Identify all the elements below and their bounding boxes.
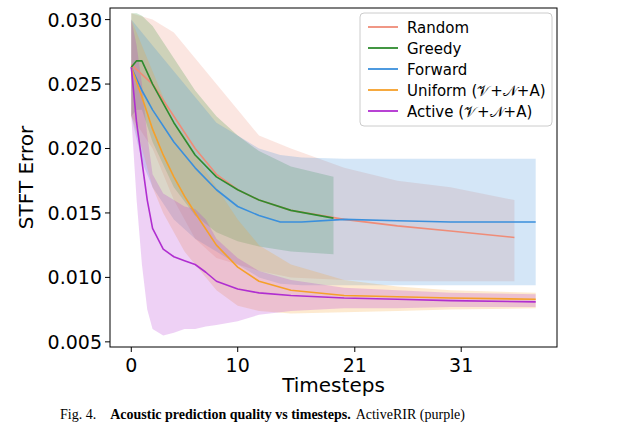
x-tick	[461, 347, 462, 352]
series-line	[131, 67, 535, 299]
legend-label: Uniform (𝒱+𝒩+A)	[407, 82, 546, 100]
y-tick	[105, 148, 110, 149]
x-tick-label: 31	[449, 354, 473, 376]
y-tick-label: 0.010	[48, 266, 102, 288]
x-tick-label: 0	[125, 354, 137, 376]
x-tick	[237, 347, 238, 352]
chart: 0.0050.0100.0150.0200.0250.0300102131Tim…	[0, 0, 640, 425]
y-tick-label: 0.015	[48, 202, 102, 224]
series-line	[131, 67, 535, 302]
caption-label: Fig. 4.	[60, 407, 96, 422]
y-tick	[105, 212, 110, 213]
x-tick	[131, 347, 132, 352]
y-tick-label: 0.025	[48, 73, 102, 95]
y-axis-label: STFT Error	[14, 125, 38, 229]
y-tick	[105, 341, 110, 342]
legend-box	[360, 13, 552, 126]
y-tick	[105, 277, 110, 278]
y-tick	[105, 84, 110, 85]
series-line	[131, 61, 333, 218]
y-tick-label: 0.020	[48, 137, 102, 159]
x-tick	[354, 347, 355, 352]
x-tick-label: 10	[226, 354, 250, 376]
caption: Fig. 4. Acoustic prediction quality vs ti…	[60, 407, 465, 423]
legend: Random Greedy Forward Uniform (𝒱+𝒩+A) Active…	[360, 13, 552, 126]
legend-label: Active (𝒱+𝒩+A)	[407, 103, 532, 121]
legend-swatch	[368, 47, 398, 49]
legend-swatch	[368, 26, 398, 28]
caption-text: ActiveRIR (purple)	[356, 407, 466, 423]
legend-swatch	[368, 68, 398, 70]
y-tick-label: 0.030	[48, 9, 102, 31]
legend-swatch	[368, 89, 398, 91]
plot-frame	[110, 8, 557, 347]
y-tick-label: 0.005	[48, 331, 102, 353]
legend-label: Random	[407, 19, 469, 37]
caption-title: Acoustic prediction quality vs timesteps…	[110, 407, 350, 422]
legend-swatch	[368, 110, 398, 112]
legend-label: Greedy	[407, 40, 461, 58]
legend-label: Forward	[407, 61, 467, 79]
x-axis-label: Timesteps	[281, 373, 385, 397]
y-tick	[105, 19, 110, 20]
chart-root: 0.0050.0100.0150.0200.0250.0300102131Tim…	[0, 0, 640, 425]
